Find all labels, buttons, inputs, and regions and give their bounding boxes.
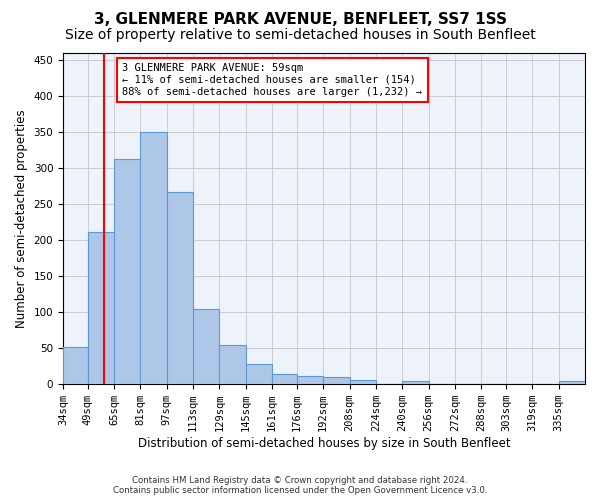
Bar bbox=[220, 344, 246, 384]
Bar bbox=[114, 159, 140, 384]
Bar bbox=[559, 380, 585, 384]
X-axis label: Distribution of semi-detached houses by size in South Benfleet: Distribution of semi-detached houses by … bbox=[138, 437, 511, 450]
Text: Contains HM Land Registry data © Crown copyright and database right 2024.
Contai: Contains HM Land Registry data © Crown c… bbox=[113, 476, 487, 495]
Text: 3, GLENMERE PARK AVENUE, BENFLEET, SS7 1SS: 3, GLENMERE PARK AVENUE, BENFLEET, SS7 1… bbox=[94, 12, 506, 28]
Bar bbox=[402, 380, 428, 384]
Text: 3 GLENMERE PARK AVENUE: 59sqm
← 11% of semi-detached houses are smaller (154)
88: 3 GLENMERE PARK AVENUE: 59sqm ← 11% of s… bbox=[122, 64, 422, 96]
Text: Size of property relative to semi-detached houses in South Benfleet: Size of property relative to semi-detach… bbox=[65, 28, 535, 42]
Bar bbox=[350, 380, 376, 384]
Bar bbox=[272, 374, 297, 384]
Bar bbox=[88, 232, 114, 384]
Bar bbox=[63, 348, 88, 384]
Bar bbox=[167, 192, 193, 384]
Y-axis label: Number of semi-detached properties: Number of semi-detached properties bbox=[15, 109, 28, 328]
Bar bbox=[193, 309, 220, 384]
Bar bbox=[297, 376, 323, 384]
Bar bbox=[246, 364, 272, 384]
Bar bbox=[140, 132, 167, 384]
Bar bbox=[323, 377, 350, 384]
